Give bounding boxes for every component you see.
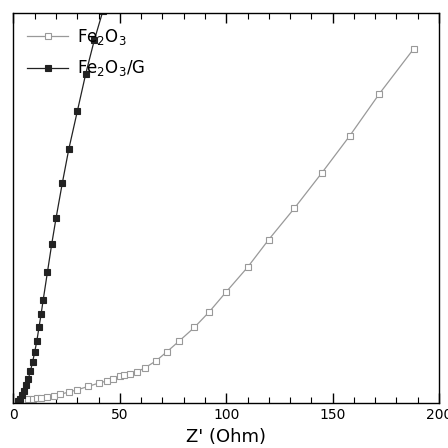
Fe$_2$O$_3$ — [164, 349, 169, 355]
Fe$_2$O$_3$/G — [30, 359, 35, 365]
Fe$_2$O$_3$/G — [26, 376, 31, 381]
Fe$_2$O$_3$/G — [91, 38, 97, 43]
Fe$_2$O$_3$ — [104, 378, 110, 383]
Fe$_2$O$_3$ — [292, 206, 297, 211]
Legend: Fe$_2$O$_3$, Fe$_2$O$_3$/G: Fe$_2$O$_3$, Fe$_2$O$_3$/G — [22, 22, 150, 83]
Fe$_2$O$_3$ — [153, 358, 159, 364]
Fe$_2$O$_3$ — [17, 398, 22, 404]
Fe$_2$O$_3$/G — [49, 241, 55, 247]
X-axis label: Z' (Ohm): Z' (Ohm) — [186, 428, 266, 446]
Fe$_2$O$_3$ — [57, 392, 63, 397]
Fe$_2$O$_3$ — [85, 384, 90, 389]
Fe$_2$O$_3$/G — [40, 297, 46, 302]
Fe$_2$O$_3$/G — [45, 269, 50, 275]
Fe$_2$O$_3$ — [319, 170, 325, 175]
Fe$_2$O$_3$ — [192, 325, 197, 330]
Fe$_2$O$_3$/G — [36, 325, 42, 330]
Fe$_2$O$_3$ — [266, 237, 271, 242]
Fe$_2$O$_3$ — [34, 396, 39, 401]
Fe$_2$O$_3$ — [134, 369, 140, 375]
Fe$_2$O$_3$/G — [60, 180, 65, 185]
Fe$_2$O$_3$ — [39, 395, 44, 401]
Fe$_2$O$_3$ — [45, 394, 50, 400]
Fe$_2$O$_3$/G — [17, 396, 22, 401]
Fe$_2$O$_3$ — [128, 371, 133, 377]
Fe$_2$O$_3$ — [51, 393, 56, 399]
Fe$_2$O$_3$/G — [24, 383, 29, 388]
Fe$_2$O$_3$ — [347, 133, 353, 138]
Fe$_2$O$_3$ — [96, 380, 101, 386]
Fe$_2$O$_3$/G — [22, 388, 27, 394]
Fe$_2$O$_3$/G — [66, 146, 72, 152]
Fe$_2$O$_3$ — [74, 387, 80, 392]
Fe$_2$O$_3$ — [66, 389, 72, 395]
Fe$_2$O$_3$ — [26, 396, 31, 402]
Fe$_2$O$_3$ — [245, 265, 250, 270]
Fe$_2$O$_3$ — [411, 47, 416, 52]
Fe$_2$O$_3$ — [377, 91, 382, 96]
Fe$_2$O$_3$/G — [83, 71, 89, 76]
Fe$_2$O$_3$/G — [15, 398, 21, 404]
Fe$_2$O$_3$ — [121, 373, 127, 378]
Fe$_2$O$_3$ — [117, 374, 123, 379]
Fe$_2$O$_3$ — [22, 397, 27, 403]
Fe$_2$O$_3$ — [111, 376, 116, 381]
Fe$_2$O$_3$/G — [39, 311, 44, 317]
Fe$_2$O$_3$/G — [19, 393, 25, 398]
Fe$_2$O$_3$ — [177, 338, 182, 344]
Line: Fe$_2$O$_3$/G: Fe$_2$O$_3$/G — [15, 0, 271, 404]
Fe$_2$O$_3$ — [224, 289, 229, 294]
Fe$_2$O$_3$ — [207, 309, 212, 314]
Fe$_2$O$_3$ — [30, 396, 35, 401]
Fe$_2$O$_3$/G — [74, 109, 80, 114]
Fe$_2$O$_3$ — [15, 400, 21, 405]
Fe$_2$O$_3$/G — [100, 9, 106, 14]
Fe$_2$O$_3$ — [142, 365, 148, 370]
Fe$_2$O$_3$/G — [28, 368, 33, 374]
Fe$_2$O$_3$/G — [53, 215, 59, 221]
Fe$_2$O$_3$/G — [34, 338, 39, 344]
Fe$_2$O$_3$/G — [32, 349, 38, 355]
Line: Fe$_2$O$_3$: Fe$_2$O$_3$ — [15, 46, 416, 405]
